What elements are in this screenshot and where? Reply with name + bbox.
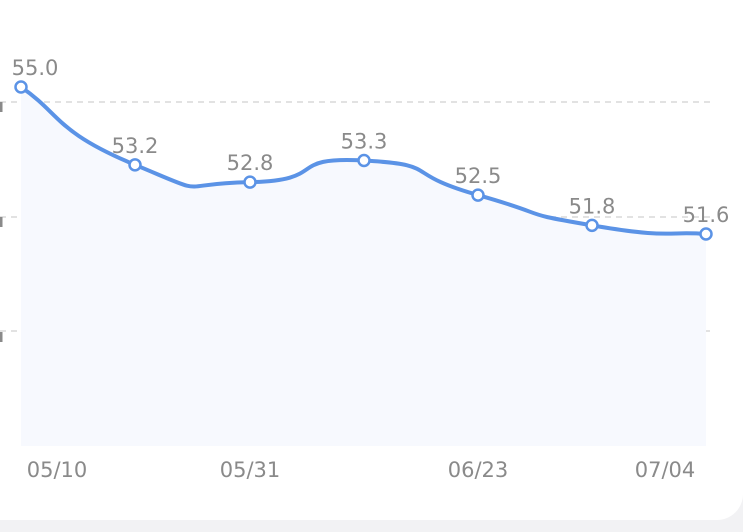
data-point-6 [699, 227, 713, 241]
y-tick-remnant-0 [0, 102, 3, 112]
data-point-0 [14, 80, 28, 94]
area-fill [21, 87, 706, 446]
data-label-6: 51.6 [683, 203, 730, 227]
data-label-3: 53.3 [341, 130, 388, 154]
data-point-4 [471, 188, 485, 202]
data-point-5 [585, 218, 599, 233]
data-point-1 [128, 158, 142, 172]
data-label-4: 52.5 [455, 164, 502, 188]
data-point-3 [357, 153, 371, 168]
data-label-1: 53.2 [112, 134, 159, 158]
data-point-2 [243, 175, 257, 189]
y-tick-remnant-1 [0, 217, 3, 227]
x-tick-label-2: 06/23 [448, 458, 509, 482]
data-label-5: 51.8 [569, 194, 616, 218]
x-tick-label-0: 05/10 [27, 458, 88, 482]
y-tick-remnant-2 [0, 332, 3, 342]
data-label-0: 55.0 [12, 56, 59, 80]
chart-card: 55.0 53.2 52.8 53.3 52.5 51.8 51.6 05/10 05/31 06… [0, 0, 743, 520]
data-label-2: 52.8 [227, 151, 274, 175]
x-tick-label-1: 05/31 [220, 458, 281, 482]
x-tick-label-3: 07/04 [635, 458, 696, 482]
